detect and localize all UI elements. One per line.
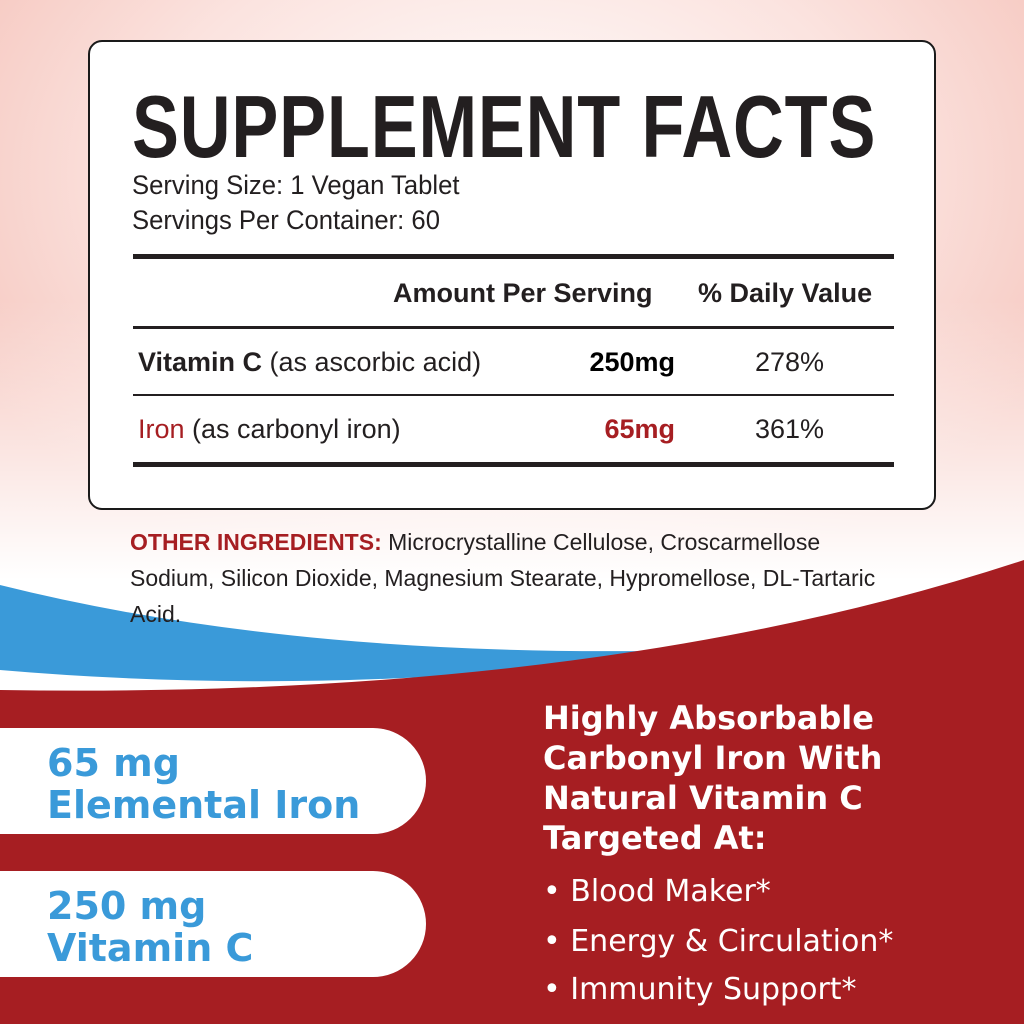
- benefit-heading: Highly Absorbable Carbonyl Iron With Nat…: [543, 698, 882, 858]
- divider: [133, 394, 894, 396]
- badge-line: Vitamin C: [47, 926, 254, 970]
- heading-line: Targeted At:: [543, 819, 767, 857]
- other-ingredients: OTHER INGREDIENTS: Microcrystalline Cell…: [130, 524, 890, 632]
- heading-line: Carbonyl Iron With: [543, 739, 883, 777]
- daily-value: 278%: [755, 347, 825, 377]
- badge-line: 250 mg: [47, 884, 207, 928]
- blue-swoosh: [0, 585, 700, 682]
- bullet-item: • Immunity Support*: [543, 972, 857, 1007]
- amount: 65mg: [604, 414, 675, 444]
- other-ingredients-label: OTHER INGREDIENTS:: [130, 529, 382, 555]
- bullet-item: • Blood Maker*: [543, 874, 771, 909]
- nutrient-detail: (as ascorbic acid): [262, 347, 482, 377]
- heading-line: Natural Vitamin C: [543, 779, 863, 817]
- iron-badge: 65 mg Elemental Iron: [0, 728, 426, 834]
- daily-value: 361%: [755, 414, 825, 444]
- divider: [133, 462, 894, 467]
- vitamin-c-badge: 250 mg Vitamin C: [0, 871, 426, 977]
- nutrient-name: Iron: [138, 414, 185, 444]
- other-ingredients-text: Microcrystalline Cellulose, Croscarmello…: [130, 529, 876, 627]
- facts-title: SUPPLEMENT FACTS: [132, 77, 877, 176]
- header-amount: Amount Per Serving: [393, 278, 653, 308]
- servings-per-container: Servings Per Container: 60: [132, 205, 440, 235]
- divider: [133, 326, 894, 329]
- divider: [133, 254, 894, 259]
- header-daily-value: % Daily Value: [698, 278, 873, 308]
- badge-line: 65 mg: [47, 741, 180, 785]
- row-vitamin-c: Vitamin C (as ascorbic acid): [138, 347, 481, 378]
- amount: 250mg: [589, 347, 675, 377]
- heading-line: Highly Absorbable: [543, 699, 874, 737]
- nutrient-detail: (as carbonyl iron): [184, 414, 401, 444]
- supplement-facts-panel: SUPPLEMENT FACTS Serving Size: 1 Vegan T…: [88, 40, 936, 510]
- bullet-item: • Energy & Circulation*: [543, 924, 894, 959]
- nutrient-name: Vitamin C: [138, 347, 263, 377]
- badge-line: Elemental Iron: [47, 783, 361, 827]
- row-iron: Iron (as carbonyl iron): [138, 414, 401, 445]
- serving-size: Serving Size: 1 Vegan Tablet: [132, 170, 460, 200]
